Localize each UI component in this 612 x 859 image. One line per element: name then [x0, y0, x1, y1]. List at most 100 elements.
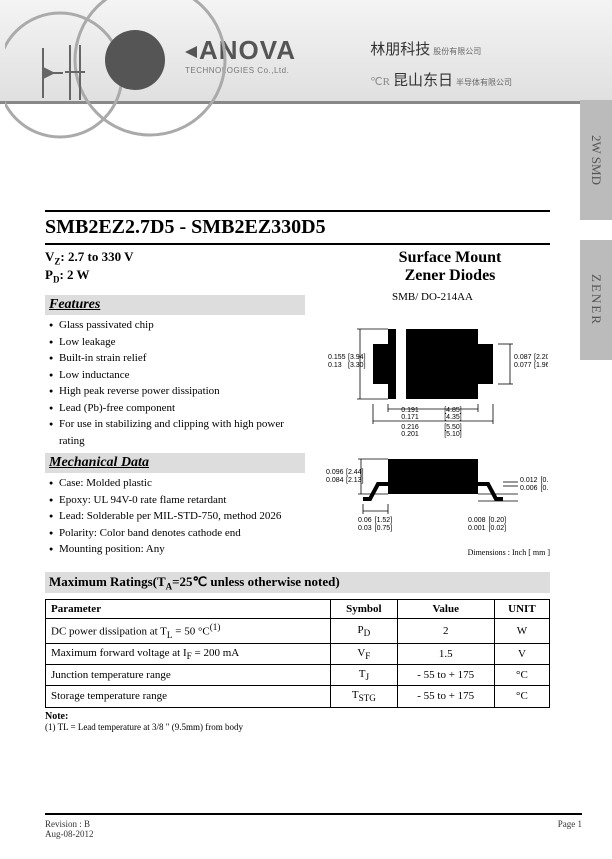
- side-tab-type: ZENER: [580, 240, 612, 360]
- part-from: SMB2EZ2.7D5: [45, 216, 174, 238]
- dim-h: 0.155[3.94]: [328, 354, 366, 361]
- cell-unit: W: [494, 619, 549, 644]
- ratings-pre: Maximum Ratings(T: [49, 574, 166, 589]
- features-list: Glass passivated chipLow leakageBuilt-in…: [45, 317, 305, 449]
- cell-value: 1.5: [397, 643, 494, 664]
- col-unit: UNIT: [494, 600, 549, 619]
- note-body: (1) TL = Lead temperature at 3/8 " (9.5m…: [45, 722, 550, 732]
- footer: Revision : B Aug-08-2012 Page 1: [45, 813, 582, 839]
- cell-value: - 55 to + 175: [397, 686, 494, 707]
- package-label: SMB/ DO-214AA: [315, 291, 550, 303]
- list-item: For use in stabilizing and clipping with…: [49, 416, 305, 449]
- side-tab-category: 2W SMD: [580, 100, 612, 220]
- svg-text:0.008[0.20]: 0.008[0.20]: [468, 517, 506, 524]
- svg-text:0.03[0.75]: 0.03[0.75]: [358, 525, 392, 532]
- cjk-line2-small: 半导体有限公司: [456, 78, 512, 87]
- header-decor-icon: [5, 0, 255, 150]
- date: Aug-08-2012: [45, 829, 94, 839]
- svg-text:0.001[0.02]: 0.001[0.02]: [468, 525, 506, 532]
- svg-text:0.084[2.13]: 0.084[2.13]: [326, 477, 364, 484]
- list-item: Polarity: Color band denotes cathode end: [49, 525, 305, 542]
- right-col: SMB/ DO-214AA: [315, 291, 550, 558]
- cjk-line2-main: 昆山东日: [393, 73, 453, 89]
- package-drawing-icon: 0.155[3.94] 0.13[3.30] 0.087[2.20] 0.077…: [318, 309, 548, 539]
- list-item: Built-in strain relief: [49, 350, 305, 367]
- cell-symbol: TSTG: [331, 686, 398, 707]
- cjk-company-names: 林朋科技股份有限公司 ℃R 昆山东日半导体有限公司: [370, 38, 512, 100]
- cell-symbol: TJ: [331, 665, 398, 686]
- list-item: Low inductance: [49, 367, 305, 384]
- svg-text:[5.10]: [5.10]: [444, 431, 462, 438]
- cell-parameter: Storage temperature range: [46, 686, 331, 707]
- dimensions-note: Dimensions : Inch [ mm ]: [315, 548, 550, 557]
- list-item: High peak reverse power dissipation: [49, 383, 305, 400]
- list-item: Low leakage: [49, 334, 305, 351]
- list-item: Case: Molded plastic: [49, 475, 305, 492]
- table-row: DC power dissipation at TL = 50 °C(1)PD2…: [46, 619, 550, 644]
- cjk-line2-prefix: ℃R: [370, 76, 390, 88]
- table-row: Maximum forward voltage at IF = 200 mAVF…: [46, 643, 550, 664]
- svg-text:0.006[0.15]: 0.006[0.15]: [520, 485, 548, 492]
- pd-label: P: [45, 267, 53, 282]
- mechanical-heading: Mechanical Data: [45, 453, 305, 473]
- cell-value: 2: [397, 619, 494, 644]
- part-to: SMB2EZ330D5: [191, 216, 325, 238]
- note-block: Note: (1) TL = Lead temperature at 3/8 "…: [45, 711, 550, 732]
- svg-text:0.077[1.96]: 0.077[1.96]: [514, 362, 548, 369]
- cjk-line1-small: 股份有限公司: [433, 47, 481, 56]
- cell-parameter: Junction temperature range: [46, 665, 331, 686]
- revision: Revision : B: [45, 819, 94, 829]
- features-heading: Features: [45, 295, 305, 315]
- vz-val: : 2.7 to 330 V: [60, 249, 133, 264]
- cell-value: - 55 to + 175: [397, 665, 494, 686]
- part-title: SMB2EZ2.7D5 - SMB2EZ330D5: [45, 216, 550, 239]
- svg-text:0.06[1.52]: 0.06[1.52]: [358, 517, 392, 524]
- svg-text:0.096[2.44]: 0.096[2.44]: [326, 469, 364, 476]
- col-parameter: Parameter: [46, 600, 331, 619]
- cell-symbol: PD: [331, 619, 398, 644]
- rule-top: [45, 210, 550, 212]
- footer-left: Revision : B Aug-08-2012: [45, 819, 94, 839]
- content-body: SMB2EZ2.7D5 - SMB2EZ330D5 VZ: 2.7 to 330…: [45, 210, 550, 732]
- rule-under-title: [45, 243, 550, 245]
- dash: -: [174, 216, 191, 238]
- ratings-post: =25℃ unless otherwise noted): [172, 574, 340, 589]
- note-head: Note:: [45, 711, 550, 722]
- product-name-l1: Surface Mount: [350, 249, 550, 267]
- product-name-l2: Zener Diodes: [350, 267, 550, 285]
- svg-text:0.13[3.30]: 0.13[3.30]: [328, 362, 366, 369]
- list-item: Epoxy: UL 94V-0 rate flame retardant: [49, 492, 305, 509]
- list-item: Mounting position: Any: [49, 541, 305, 558]
- table-row: Junction temperature rangeTJ- 55 to + 17…: [46, 665, 550, 686]
- cell-parameter: Maximum forward voltage at IF = 200 mA: [46, 643, 331, 664]
- svg-text:0.201: 0.201: [401, 431, 419, 438]
- svg-text:0.191: 0.191: [401, 407, 419, 414]
- cell-unit: V: [494, 643, 549, 664]
- cjk-line1-main: 林朋科技: [370, 42, 430, 58]
- cell-unit: °C: [494, 686, 549, 707]
- header: ANOVA TECHNOLOGIES Co.,Ltd. 林朋科技股份有限公司 ℃…: [45, 20, 582, 110]
- page-number: Page 1: [558, 819, 582, 839]
- page: ANOVA TECHNOLOGIES Co.,Ltd. 林朋科技股份有限公司 ℃…: [0, 0, 612, 859]
- svg-text:[4.35]: [4.35]: [444, 414, 462, 421]
- svg-text:0.087[2.20]: 0.087[2.20]: [514, 354, 548, 361]
- svg-text:0.216: 0.216: [401, 424, 419, 431]
- specs-row: VZ: 2.7 to 330 V PD: 2 W Surface Mount Z…: [45, 249, 550, 285]
- product-name: Surface Mount Zener Diodes: [350, 249, 550, 285]
- mechanical-list: Case: Molded plasticEpoxy: UL 94V-0 rate…: [45, 475, 305, 558]
- svg-text:[4.85]: [4.85]: [444, 407, 462, 414]
- cell-symbol: VF: [331, 643, 398, 664]
- pd-val: : 2 W: [59, 267, 89, 282]
- left-col: Features Glass passivated chipLow leakag…: [45, 291, 305, 558]
- table-row: Storage temperature rangeTSTG- 55 to + 1…: [46, 686, 550, 707]
- cell-parameter: DC power dissipation at TL = 50 °C(1): [46, 619, 331, 644]
- col-value: Value: [397, 600, 494, 619]
- list-item: Lead: Solderable per MIL-STD-750, method…: [49, 508, 305, 525]
- ratings-heading: Maximum Ratings(TA=25℃ unless otherwise …: [45, 572, 550, 594]
- svg-text:0.171: 0.171: [401, 414, 419, 421]
- table-header-row: Parameter Symbol Value UNIT: [46, 600, 550, 619]
- col-symbol: Symbol: [331, 600, 398, 619]
- list-item: Lead (Pb)-free component: [49, 400, 305, 417]
- vz-label: V: [45, 249, 54, 264]
- cell-unit: °C: [494, 665, 549, 686]
